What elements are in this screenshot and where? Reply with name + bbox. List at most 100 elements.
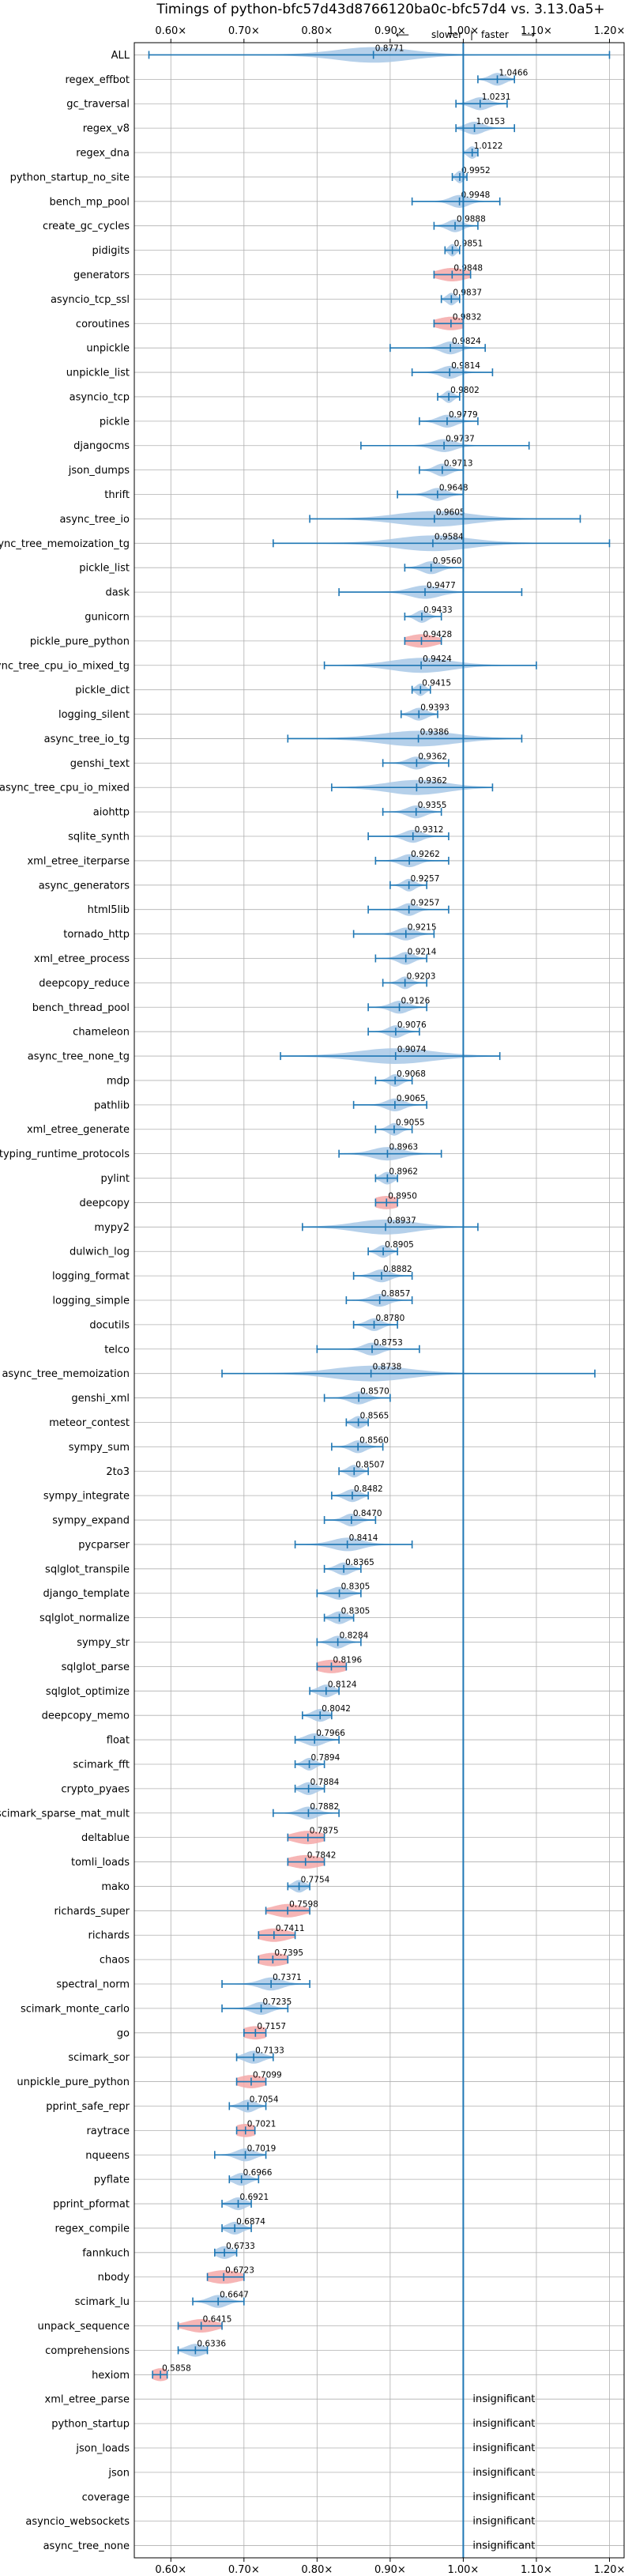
insignificant-label-100: insignificant xyxy=(472,2491,535,2503)
value-label-63: 0.8305 xyxy=(341,1582,371,1592)
top-tick-label-1: 0.70× xyxy=(228,25,260,37)
value-label-6: 0.9948 xyxy=(461,190,491,200)
value-label-4: 1.0122 xyxy=(474,141,503,151)
bottom-tick-label-2: 0.80× xyxy=(301,2564,333,2576)
value-label-65: 0.8284 xyxy=(340,1631,369,1641)
bottom-tick-label-3: 0.90× xyxy=(374,2564,406,2576)
row-label-25: async_tree_cpu_io_mixed_tg xyxy=(0,660,130,672)
value-label-29: 0.9362 xyxy=(418,752,447,761)
row-label-6: bench_mp_pool xyxy=(49,196,130,208)
row-label-94: comprehensions xyxy=(45,2345,130,2357)
top-tick-label-6: 1.20× xyxy=(594,25,626,37)
value-label-23: 0.9433 xyxy=(423,605,453,615)
row-label-49: dulwich_log xyxy=(70,1247,130,1258)
insignificant-label-99: insignificant xyxy=(472,2467,535,2479)
value-label-90: 0.6733 xyxy=(226,2242,255,2251)
value-label-67: 0.8124 xyxy=(328,1680,357,1689)
row-label-36: tornado_http xyxy=(63,929,130,941)
row-label-22: dask xyxy=(105,587,130,599)
arrow-left: ⟵ xyxy=(396,29,409,40)
row-label-8: pidigits xyxy=(92,245,130,257)
row-label-33: xml_etree_iterparse xyxy=(27,855,130,867)
row-label-14: asyncio_tcp xyxy=(70,391,130,403)
row-label-102: async_tree_none xyxy=(43,2540,130,2552)
value-label-87: 0.6966 xyxy=(243,2168,273,2178)
value-label-30: 0.9362 xyxy=(418,776,447,786)
value-label-54: 0.8738 xyxy=(373,1363,402,1372)
row-label-64: sqlglot_normalize xyxy=(40,1612,130,1624)
value-label-61: 0.8414 xyxy=(349,1533,378,1543)
value-label-36: 0.9215 xyxy=(408,923,437,933)
row-label-68: deepcopy_memo xyxy=(42,1710,130,1722)
value-label-64: 0.8305 xyxy=(341,1607,371,1616)
row-label-42: mdp xyxy=(107,1075,130,1087)
row-label-24: pickle_pure_python xyxy=(30,636,130,647)
row-label-13: unpickle_list xyxy=(66,368,130,379)
value-label-81: 0.7157 xyxy=(257,2022,286,2031)
row-label-83: unpickle_pure_python xyxy=(17,2076,130,2088)
row-label-41: async_tree_none_tg xyxy=(28,1051,130,1063)
value-label-40: 0.9076 xyxy=(397,1020,427,1030)
row-label-61: pycparser xyxy=(78,1539,130,1551)
value-label-86: 0.7019 xyxy=(247,2144,276,2153)
row-label-2: gc_traversal xyxy=(66,99,130,111)
value-label-73: 0.7875 xyxy=(310,1827,339,1836)
row-label-90: fannkuch xyxy=(82,2247,130,2259)
value-label-59: 0.8482 xyxy=(354,1484,383,1494)
row-label-0: ALL xyxy=(111,50,130,62)
insignificant-label-101: insignificant xyxy=(472,2516,535,2528)
row-labels: ALL regex_effbot gc_traversal regex_v8regex… xyxy=(0,50,130,2552)
value-label-94: 0.6336 xyxy=(197,2339,226,2348)
bottom-tick-label-0: 0.60× xyxy=(155,2564,186,2576)
value-label-10: 0.9837 xyxy=(453,288,482,297)
direction-hint: ⟵ slower | faster ⟶ xyxy=(396,29,535,40)
value-label-27: 0.9393 xyxy=(420,703,450,713)
value-label-53: 0.8753 xyxy=(374,1338,403,1348)
bottom-tick-label-4: 1.00× xyxy=(447,2564,479,2576)
value-label-49: 0.8905 xyxy=(385,1240,414,1250)
row-label-12: unpickle xyxy=(86,343,130,355)
value-label-20: 0.9584 xyxy=(434,532,464,541)
row-label-98: json_loads xyxy=(75,2442,130,2454)
value-label-77: 0.7411 xyxy=(276,1924,305,1933)
value-label-9: 0.9848 xyxy=(453,263,483,273)
subtitle-faster: faster xyxy=(481,29,509,40)
row-label-81: go xyxy=(117,2027,130,2039)
value-label-84: 0.7054 xyxy=(250,2095,279,2104)
row-label-74: tomli_loads xyxy=(71,1857,130,1869)
row-label-69: float xyxy=(107,1735,130,1747)
row-label-50: logging_format xyxy=(52,1271,130,1283)
value-label-22: 0.9477 xyxy=(427,581,456,590)
row-label-29: genshi_text xyxy=(70,758,130,770)
row-label-11: coroutines xyxy=(76,319,130,330)
top-tick-label-5: 1.10× xyxy=(521,25,552,37)
row-label-54: async_tree_memoization xyxy=(2,1368,130,1380)
row-label-71: crypto_pyaes xyxy=(61,1783,130,1795)
value-label-83: 0.7099 xyxy=(253,2071,282,2080)
row-label-40: chameleon xyxy=(73,1027,130,1039)
row-label-9: generators xyxy=(73,270,130,281)
row-label-39: bench_thread_pool xyxy=(32,1002,130,1014)
value-label-11: 0.9832 xyxy=(453,312,482,322)
top-tick-label-0: 0.60× xyxy=(155,25,186,37)
row-label-26: pickle_dict xyxy=(75,685,130,696)
value-label-48: 0.8937 xyxy=(387,1216,416,1225)
row-label-20: async_tree_memoization_tg xyxy=(0,538,130,550)
row-label-23: gunicorn xyxy=(85,611,130,623)
row-label-3: regex_v8 xyxy=(83,123,130,135)
row-label-88: pprint_pformat xyxy=(53,2199,130,2211)
value-label-0: 0.8771 xyxy=(375,43,404,53)
row-label-84: pprint_safe_repr xyxy=(46,2101,130,2113)
row-label-21: pickle_list xyxy=(79,563,130,575)
row-label-7: create_gc_cycles xyxy=(43,221,130,232)
insignificant-label-102: insignificant xyxy=(472,2540,535,2552)
value-label-45: 0.8963 xyxy=(389,1143,418,1152)
insignificant-label-97: insignificant xyxy=(472,2418,535,2430)
row-label-10: asyncio_tcp_ssl xyxy=(51,294,130,306)
row-label-18: thrift xyxy=(104,489,130,501)
value-label-62: 0.8365 xyxy=(345,1558,374,1567)
value-label-26: 0.9415 xyxy=(422,679,451,688)
value-label-7: 0.9888 xyxy=(457,215,486,224)
x-axis-bottom: 0.60× 0.70× 0.80× 0.90× 1.00× 1.10× 1.20× xyxy=(155,2558,625,2576)
arrow-right: ⟶ xyxy=(521,29,535,40)
